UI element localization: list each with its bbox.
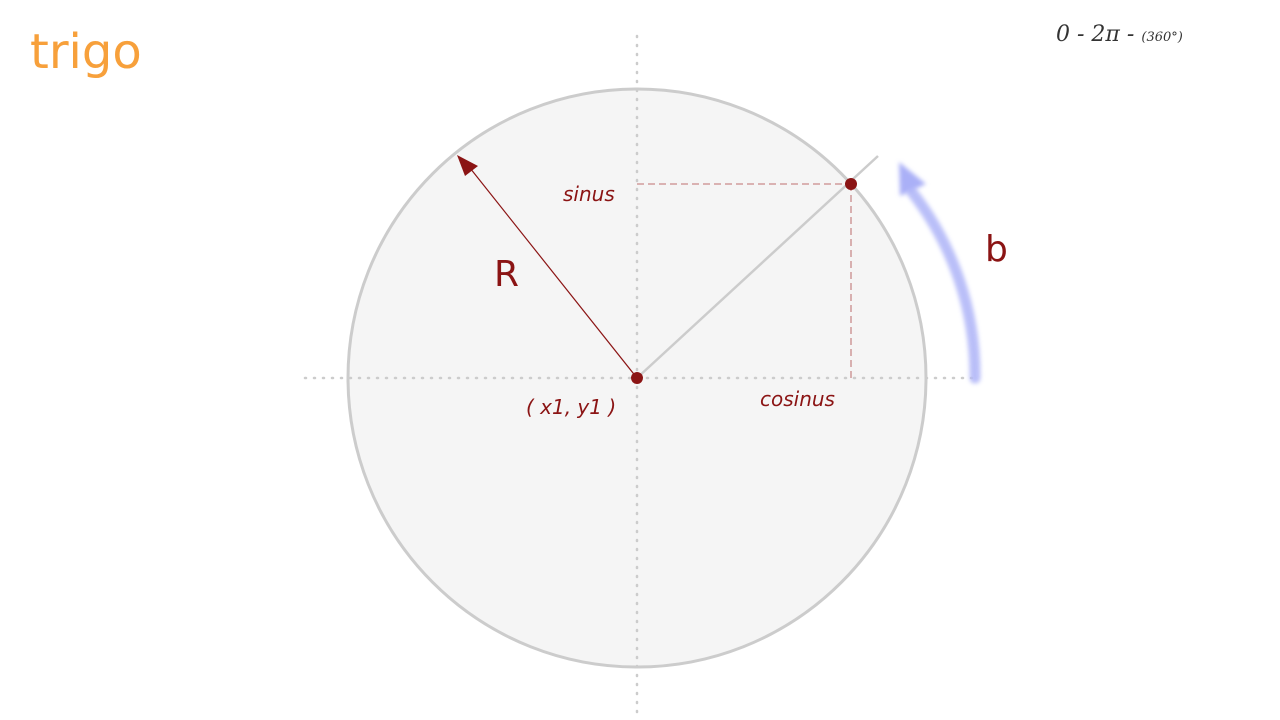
angle-label: b xyxy=(985,229,1008,270)
radius-arrow-line xyxy=(469,167,638,379)
rotation-arrow xyxy=(906,186,981,384)
angle-range-label: 0 - 2π - (360°) xyxy=(1056,22,1183,47)
radius-arrowhead-icon xyxy=(457,155,478,176)
angle-range-main: 0 - 2π - xyxy=(1056,22,1135,47)
cosine-label: cosinus xyxy=(760,387,835,411)
sine-label: sinus xyxy=(563,182,615,206)
angle-radius-line xyxy=(636,155,879,379)
center-coordinates-label: ( x1, y1 ) xyxy=(526,395,616,419)
rotation-arrowhead-icon xyxy=(899,162,926,196)
center-point xyxy=(631,372,643,384)
radius-label: R xyxy=(494,254,519,295)
page-title: trigo xyxy=(30,24,142,80)
angle-range-degrees: (360°) xyxy=(1141,30,1183,45)
angle-point xyxy=(845,178,857,190)
